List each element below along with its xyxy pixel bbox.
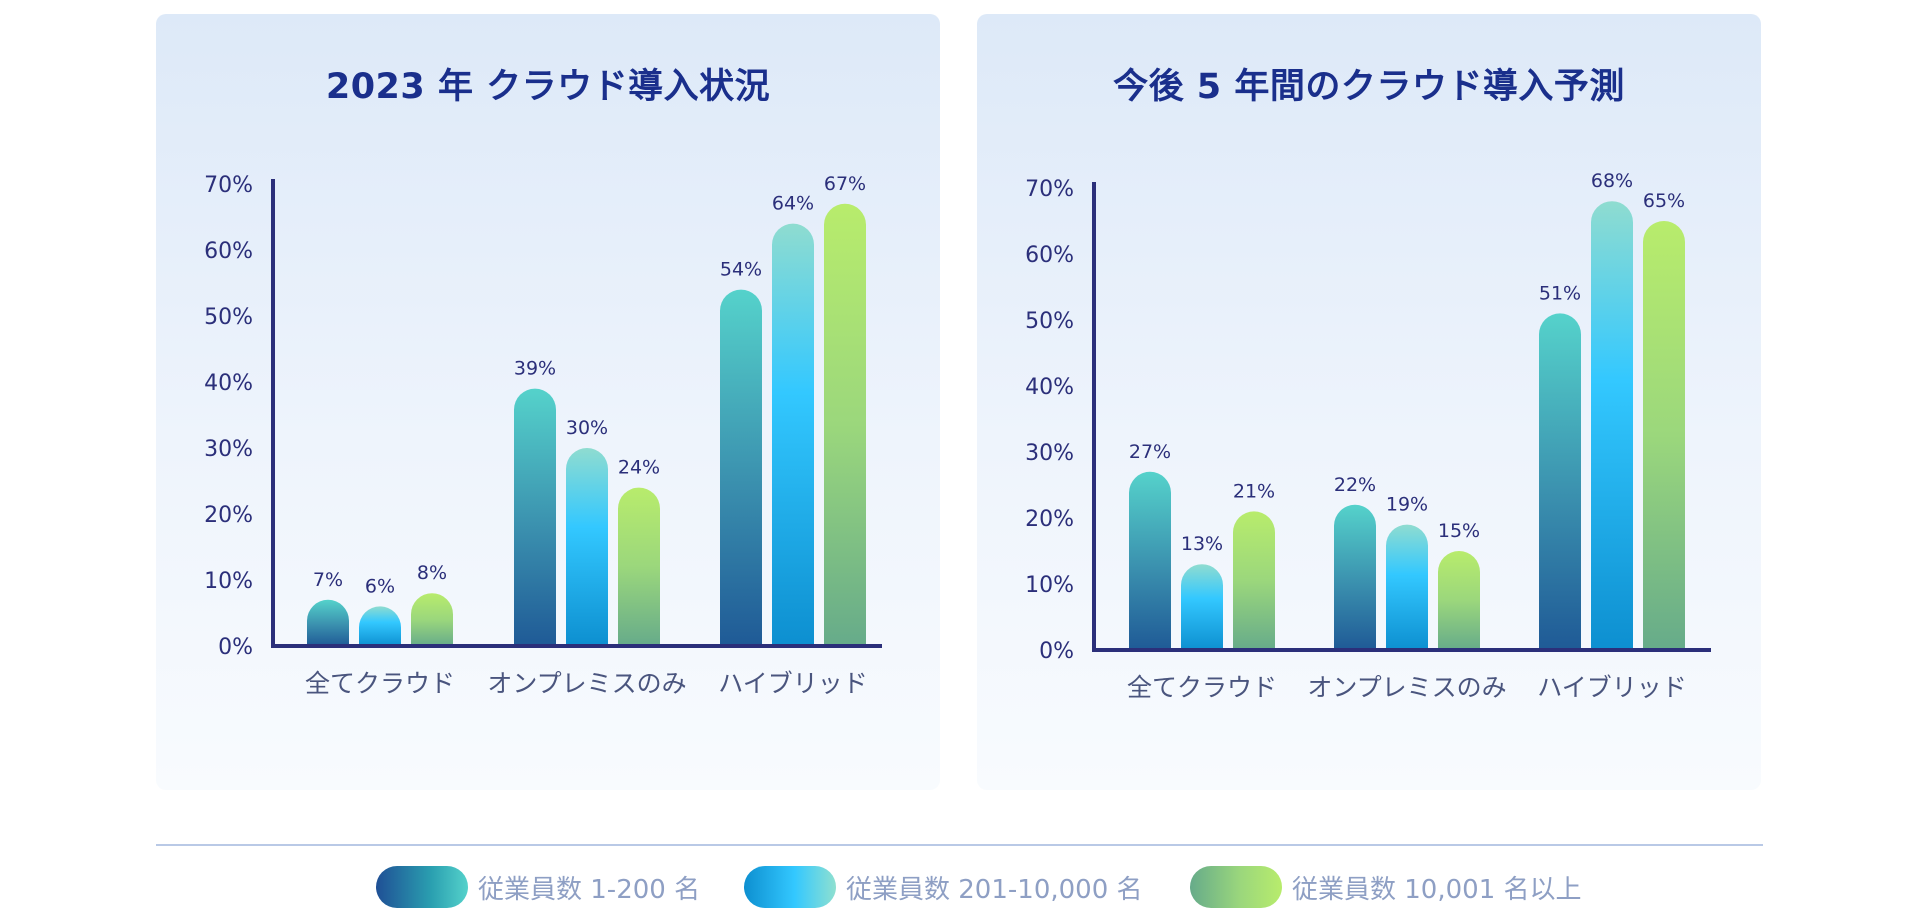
bar-chart-forecast: 0% 10% 20% 30% 40% 50% 60% 70% 27% 13% 21% 全てクラウド 22…	[1025, 170, 1711, 702]
y-tick-label: 40%	[1025, 375, 1074, 400]
y-tick-label: 50%	[1025, 309, 1074, 334]
data-label: 39%	[514, 358, 556, 380]
y-tick-label: 60%	[1025, 243, 1074, 268]
legend-swatch	[376, 866, 468, 908]
x-category-label: オンプレミスのみ	[487, 669, 686, 698]
data-label: 30%	[566, 417, 608, 439]
data-label: 19%	[1386, 494, 1428, 516]
y-tick-label: 20%	[204, 503, 253, 528]
bar	[1181, 564, 1223, 650]
data-label: 21%	[1233, 480, 1275, 502]
bar	[1233, 511, 1275, 650]
bar	[618, 487, 660, 646]
x-category-label: ハイブリッド	[1537, 673, 1687, 702]
x-category-label: オンプレミスのみ	[1307, 673, 1506, 702]
legend-label: 従業員数 1-200 名	[478, 874, 701, 905]
y-tick-label: 30%	[204, 437, 253, 462]
chart-title: 2023 年 クラウド導入状況	[325, 67, 771, 107]
data-label: 7%	[313, 569, 343, 591]
data-label: 64%	[772, 193, 814, 215]
bar	[1438, 551, 1480, 650]
data-label: 8%	[417, 562, 447, 584]
data-label: 13%	[1181, 533, 1223, 555]
y-tick-label: 70%	[204, 173, 253, 198]
bar	[1643, 221, 1685, 650]
y-tick-label: 30%	[1025, 441, 1074, 466]
data-label: 22%	[1334, 474, 1376, 496]
bar	[1591, 201, 1633, 650]
bar	[1539, 313, 1581, 650]
y-tick-label: 50%	[204, 305, 253, 330]
legend-swatch	[744, 866, 836, 908]
legend-swatch	[1190, 866, 1282, 908]
data-label: 65%	[1643, 190, 1685, 212]
bar	[307, 599, 349, 646]
y-tick-label: 60%	[204, 239, 253, 264]
data-label: 67%	[824, 173, 866, 195]
x-category-label: 全てクラウド	[1127, 673, 1277, 702]
bar	[824, 203, 866, 647]
data-label: 54%	[720, 259, 762, 281]
y-tick-label: 10%	[204, 569, 253, 594]
data-label: 27%	[1129, 441, 1171, 463]
bar	[514, 388, 556, 646]
data-label: 68%	[1591, 170, 1633, 192]
legend-label: 従業員数 10,001 名以上	[1292, 874, 1582, 905]
legend-divider	[156, 844, 1763, 846]
data-label: 51%	[1539, 282, 1581, 304]
bar	[772, 223, 814, 646]
data-label: 24%	[618, 457, 660, 479]
data-label: 6%	[365, 575, 395, 597]
x-category-label: ハイブリッド	[718, 669, 868, 698]
data-label: 15%	[1438, 520, 1480, 542]
legend-item-small: 従業員数 1-200 名	[376, 866, 700, 908]
bar	[1129, 471, 1171, 650]
legend-item-large: 従業員数 10,001 名以上	[1190, 866, 1582, 908]
bar	[720, 289, 762, 646]
legend-item-medium: 従業員数 201-10,000 名	[744, 866, 1143, 908]
bar	[1334, 504, 1376, 650]
y-tick-label: 40%	[204, 371, 253, 396]
bar	[566, 448, 608, 646]
y-tick-label: 0%	[218, 635, 253, 660]
y-tick-label: 10%	[1025, 573, 1074, 598]
bar-chart-2023: 0% 10% 20% 30% 40% 50% 60% 70% 7% 6% 8% 全てクラウド 39% 30…	[204, 173, 882, 698]
y-tick-label: 70%	[1025, 177, 1074, 202]
chart-panel-forecast: 今後 5 年間のクラウド導入予測 0% 10% 20% 30% 40% 50% 60% 70%…	[977, 14, 1761, 790]
chart-title: 今後 5 年間のクラウド導入予測	[1113, 67, 1625, 107]
x-category-label: 全てクラウド	[305, 669, 455, 698]
chart-panel-2023: 2023 年 クラウド導入状況 0% 10% 20% 30% 40% 50% 60% 70% 7…	[156, 14, 940, 790]
y-tick-label: 20%	[1025, 507, 1074, 532]
legend-label: 従業員数 201-10,000 名	[846, 874, 1143, 905]
bar	[359, 606, 401, 646]
bar	[411, 593, 453, 646]
y-tick-label: 0%	[1039, 639, 1074, 664]
bar	[1386, 524, 1428, 650]
